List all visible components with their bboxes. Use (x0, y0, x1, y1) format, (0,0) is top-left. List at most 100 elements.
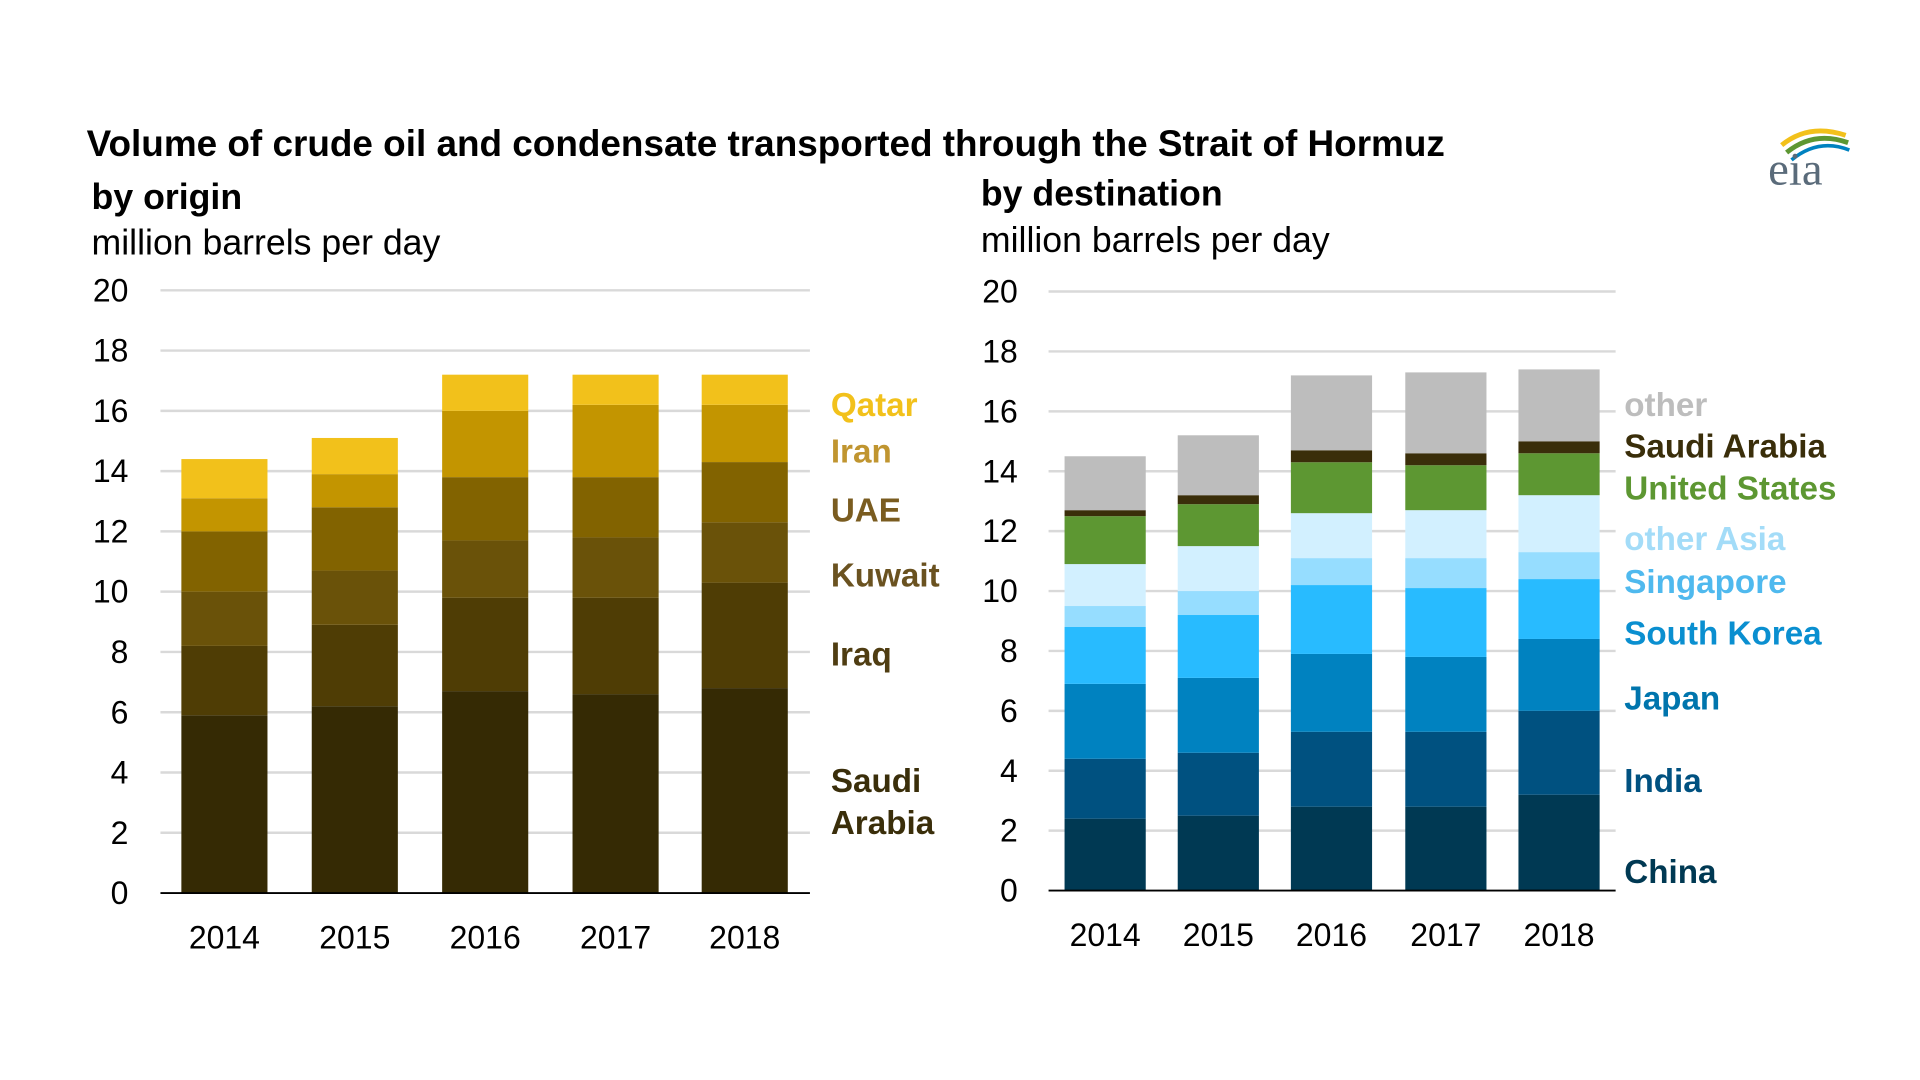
legend-label-uae: UAE (831, 493, 901, 530)
bar-segment-iraq-2018 (701, 582, 788, 689)
bar-segment-saudi-arabia-2015 (311, 706, 398, 894)
y-tick-label: 20 (93, 272, 129, 308)
bar-segment-china-2016 (1290, 806, 1373, 891)
x-tick-label: 2016 (1296, 917, 1367, 953)
bar-segment-united-states-2017 (1405, 465, 1487, 511)
bar-segment-iraq-2014 (181, 645, 268, 716)
x-tick-label: 2014 (189, 919, 260, 955)
legend-label-kuwait: Kuwait (831, 558, 940, 595)
y-tick-label: 12 (93, 513, 129, 549)
destination-chart: by destination million barrels per day 0… (981, 173, 1837, 953)
bar-segment-saudi-arabia-2017 (572, 694, 659, 894)
bar-segment-iraq-2016 (442, 597, 529, 692)
bar-segment-india-2014 (1064, 758, 1146, 819)
legend-label-south-korea: South Korea (1624, 616, 1822, 653)
chart-title: Volume of crude oil and condensate trans… (87, 123, 1445, 164)
bar-segment-iran-2015 (311, 474, 398, 508)
eia-logo-text: eia (1768, 144, 1823, 196)
legend-label-other-asia: other Asia (1624, 521, 1786, 558)
bar-segment-iran-2018 (701, 404, 788, 463)
y-tick-label: 10 (93, 574, 129, 610)
bar-segment-south-korea-2014 (1064, 626, 1146, 684)
x-tick-label: 2016 (450, 919, 521, 955)
bar-segment-united-states-2015 (1177, 504, 1259, 547)
bar-segment-qatar-2014 (181, 459, 268, 499)
legend-label-united-states: United States (1624, 470, 1836, 507)
bar-segment-india-2017 (1405, 731, 1487, 807)
bar-segment-china-2015 (1177, 815, 1259, 891)
bar-segment-united-states-2016 (1290, 462, 1373, 514)
bar-segment-japan-2016 (1290, 653, 1373, 732)
bar-segment-kuwait-2016 (442, 540, 529, 598)
y-tick-label: 8 (1000, 633, 1018, 669)
legend-label-india: India (1624, 763, 1702, 800)
y-tick-label: 4 (1000, 753, 1018, 789)
x-tick-label: 2018 (1523, 917, 1594, 953)
bar-segment-south-korea-2017 (1405, 588, 1487, 657)
bar-segment-saudi-arabia-2017 (1405, 453, 1487, 466)
y-tick-label: 6 (111, 694, 129, 730)
legend-label-saudi-arabia: Saudi Arabia (1624, 429, 1826, 466)
bar-segment-singapore-2015 (1177, 591, 1259, 616)
y-tick-label: 8 (111, 634, 129, 670)
bar-segment-singapore-2017 (1405, 558, 1487, 589)
eia-logo: eia (1768, 128, 1851, 196)
y-tick-label: 18 (93, 333, 129, 369)
legend-label-qatar: Qatar (831, 387, 918, 424)
bar-segment-kuwait-2014 (181, 591, 268, 646)
bar-segment-kuwait-2015 (311, 570, 398, 625)
bar-segment-iran-2016 (442, 410, 529, 478)
bar-segment-japan-2015 (1177, 677, 1259, 753)
bar-segment-china-2017 (1405, 806, 1487, 891)
bar-segment-uae-2016 (442, 477, 529, 541)
y-tick-label: 12 (982, 513, 1018, 549)
bar-segment-other-2014 (1064, 456, 1146, 511)
bar-segment-japan-2014 (1064, 683, 1146, 759)
origin-chart: by origin million barrels per day 0 2 4 6 8 1… (92, 177, 940, 955)
y-tick-label: 14 (982, 453, 1018, 489)
y-tick-label: 6 (1000, 693, 1018, 729)
legend-label-japan: Japan (1624, 681, 1720, 718)
bar-segment-saudi-arabia-2014 (181, 715, 268, 894)
bar-segment-qatar-2018 (701, 374, 788, 405)
bar-segment-japan-2017 (1405, 656, 1487, 732)
bar-segment-other-2018 (1518, 369, 1600, 442)
bar-segment-other-2017 (1405, 372, 1487, 454)
legend-label-saudi-arabia: Arabia (831, 805, 935, 842)
origin-subtitle: by origin (92, 177, 243, 217)
legend-label-china: China (1624, 854, 1717, 891)
bar-segment-qatar-2017 (572, 374, 659, 405)
bar-segment-singapore-2018 (1518, 552, 1600, 580)
bar-segment-iraq-2017 (572, 597, 659, 695)
y-tick-label: 16 (93, 393, 129, 429)
bar-segment-other-2015 (1177, 435, 1259, 496)
bar-segment-japan-2018 (1518, 638, 1600, 711)
bar-segment-qatar-2016 (442, 374, 529, 411)
x-tick-label: 2017 (1410, 917, 1481, 953)
x-tick-label: 2015 (319, 919, 390, 955)
bar-segment-india-2015 (1177, 752, 1259, 816)
bar-segment-iraq-2015 (311, 624, 398, 707)
bar-segment-saudi-arabia-2016 (1290, 450, 1373, 463)
y-tick-label: 2 (111, 815, 129, 851)
y-tick-label: 2 (1000, 813, 1018, 849)
y-tick-label: 0 (111, 875, 129, 911)
bar-segment-saudi-arabia-2015 (1177, 495, 1259, 505)
bar-segment-iran-2014 (181, 498, 268, 532)
y-tick-label: 4 (111, 755, 129, 791)
destination-subtitle: by destination (981, 173, 1223, 213)
x-tick-label: 2017 (580, 919, 651, 955)
bar-segment-kuwait-2018 (701, 522, 788, 583)
bar-segment-other-2016 (1290, 375, 1373, 451)
bar-segment-saudi-arabia-2016 (442, 691, 529, 894)
y-tick-label: 20 (982, 274, 1018, 310)
x-tick-label: 2015 (1183, 917, 1254, 953)
bar-segment-uae-2017 (572, 477, 659, 538)
legend-label-iraq: Iraq (831, 636, 892, 673)
y-tick-label: 14 (93, 453, 129, 489)
x-tick-label: 2014 (1070, 917, 1141, 953)
bar-segment-iran-2017 (572, 404, 659, 478)
y-tick-label: 10 (982, 573, 1018, 609)
bar-segment-qatar-2015 (311, 437, 398, 475)
